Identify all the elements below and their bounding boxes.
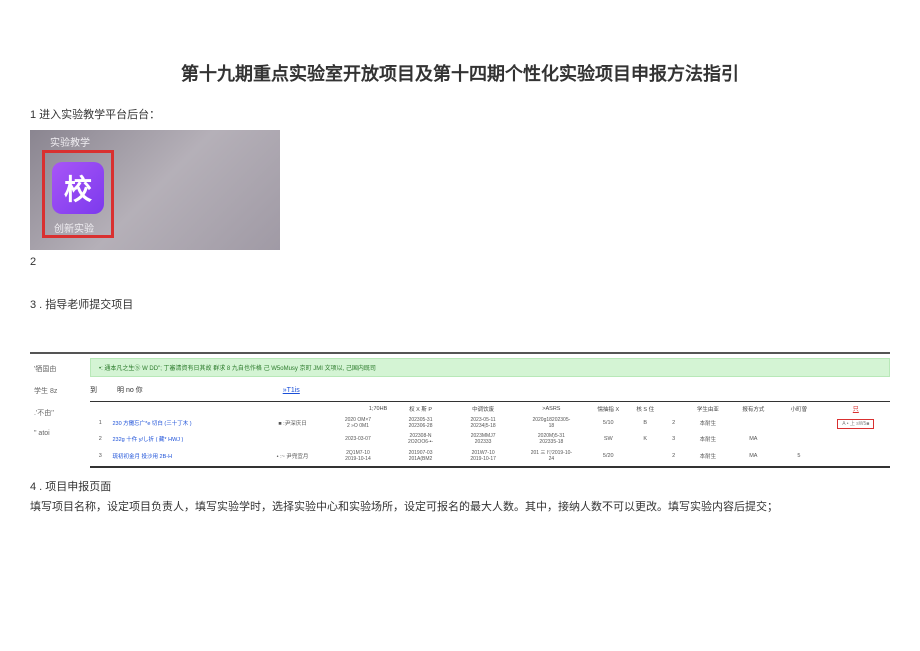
step-3-label: 3 . 指导老师提交项目 [30, 296, 890, 312]
action-button[interactable]: A • 上 sW5■ [837, 419, 874, 429]
cell [776, 415, 822, 431]
th: 学生由亚 [685, 402, 731, 415]
cell: 本耐生 [685, 447, 731, 464]
th: 小町曽 [776, 402, 822, 415]
project-name[interactable]: 琉初初金月 投沙用 2B-H [110, 447, 258, 464]
date-cell: 201W7-102019-10-17 [452, 447, 515, 464]
sidebar-item[interactable]: " atoi [34, 430, 57, 437]
project-name[interactable]: 232g 十仵 y/し折 ( 藏* HWJ ) [110, 431, 258, 447]
notice-bar: •: 通本凡之生⑤ W DD"; 丁審清資有日其故 群求 8 九自也作格 己 W… [90, 358, 890, 377]
th: 懦抽指 X [588, 402, 628, 415]
screenshot-top-label: 实验教学 [50, 134, 90, 149]
cell: SW [588, 431, 628, 447]
th: 报有方式 [731, 402, 777, 415]
table-row: 2 232g 十仵 y/し折 ( 藏* HWJ ) 2023-03-07 202… [90, 431, 890, 447]
table-sub-header: 1;70HB 权 X 斯 P 中调饮废 >ASRS 懦抽指 X 核 S 住 学生… [90, 402, 890, 415]
search-link[interactable]: »T1is [283, 387, 300, 394]
responsible [258, 431, 326, 447]
project-name[interactable]: 230 方攤忘广*e 切白 (三十丁木 ) [110, 415, 258, 431]
sidebar-item[interactable]: '牺国由 [34, 364, 57, 374]
date-cell: 2023-05-1120234|5-18 [452, 415, 515, 431]
cell: 本耐生 [685, 431, 731, 447]
action-cell: A • 上 sW5■ [822, 415, 890, 431]
date-cell: 2Q1M7-102019-10-14 [327, 447, 390, 464]
cell [776, 431, 822, 447]
step-4-description: 填写项目名称，设定项目负责人，填写实验学时，选择实验中心和实验场所，设定可报名的… [30, 498, 890, 514]
date-cell: 202305-31202306-28 [389, 415, 452, 431]
action-cell [822, 447, 890, 464]
cell: 2 [662, 447, 685, 464]
project-table-region: '牺国由 学生 8z .'不由'' " atoi •: 通本凡之生⑤ W DD"… [30, 352, 890, 468]
cell: 5 [776, 447, 822, 464]
cell: 2 [662, 415, 685, 431]
sidebar-nav: '牺国由 学生 8z .'不由'' " atoi [34, 364, 57, 449]
screenshot-bottom-label: 创新实验 [54, 220, 94, 235]
cell: K [628, 431, 662, 447]
app-icon: 校 [52, 162, 104, 214]
cell [628, 447, 662, 464]
date-cell: 201 三 I▽2019-10-24 [514, 447, 588, 464]
page-title: 第十九期重点实验室开放项目及第十四期个性化实验项目申报方法指引 [30, 60, 890, 86]
th [662, 402, 685, 415]
cell: 5/10 [588, 415, 628, 431]
step-1-label: 1 进入实验教学平台后台： [30, 106, 890, 122]
search-row: 到 明 no 你 »T1is [90, 381, 890, 399]
cell [731, 415, 777, 431]
step-4-label: 4 . 项目申报页面 [30, 478, 890, 494]
cell: B [628, 415, 662, 431]
responsible: • :~ 尹兜宜月 [258, 447, 326, 464]
step-2-label: 2 [30, 256, 890, 268]
th: 核 S 住 [628, 402, 662, 415]
th: 中调饮废 [452, 402, 515, 415]
date-cell: 2020 OM×72 »O 0M1 [327, 415, 390, 431]
table-row: 1 230 方攤忘广*e 切白 (三十丁木 ) ■ :尹深庆日 2020 OM×… [90, 415, 890, 431]
row-index: 2 [90, 431, 110, 447]
date-cell: 2020M)5-31202335-18 [514, 431, 588, 447]
date-cell: 2023MMJ7202333 [452, 431, 515, 447]
search-input[interactable]: 明 no 你 [117, 385, 143, 395]
platform-screenshot: 实验教学 校 创新实验 [30, 130, 280, 250]
date-cell: 202308-N2O2OO6-•- [389, 431, 452, 447]
th: 权 X 斯 P [389, 402, 452, 415]
date-cell: 2020g18202305-18 [514, 415, 588, 431]
cell: 3 [662, 431, 685, 447]
th: >ASRS [514, 402, 588, 415]
cell: 本耐生 [685, 415, 731, 431]
projects-table: 1;70HB 权 X 斯 P 中调饮废 >ASRS 懦抽指 X 核 S 住 学生… [90, 402, 890, 464]
th-action: 只 [853, 407, 859, 413]
th-sub: 1;70HB [327, 402, 390, 415]
sidebar-item[interactable]: .'不由'' [34, 408, 57, 418]
responsible: ■ :尹深庆日 [258, 415, 326, 431]
action-cell [822, 431, 890, 447]
date-cell: 2023-03-07 [327, 431, 390, 447]
cell: MA [731, 431, 777, 447]
table-row: 3 琉初初金月 投沙用 2B-H • :~ 尹兜宜月 2Q1M7-102019-… [90, 447, 890, 464]
cell: 5/20 [588, 447, 628, 464]
sidebar-item[interactable]: 学生 8z [34, 386, 57, 396]
row-index: 3 [90, 447, 110, 464]
cell: MA [731, 447, 777, 464]
date-cell: 201907-03201A(BM2 [389, 447, 452, 464]
search-label: 到 [90, 385, 97, 395]
row-index: 1 [90, 415, 110, 431]
